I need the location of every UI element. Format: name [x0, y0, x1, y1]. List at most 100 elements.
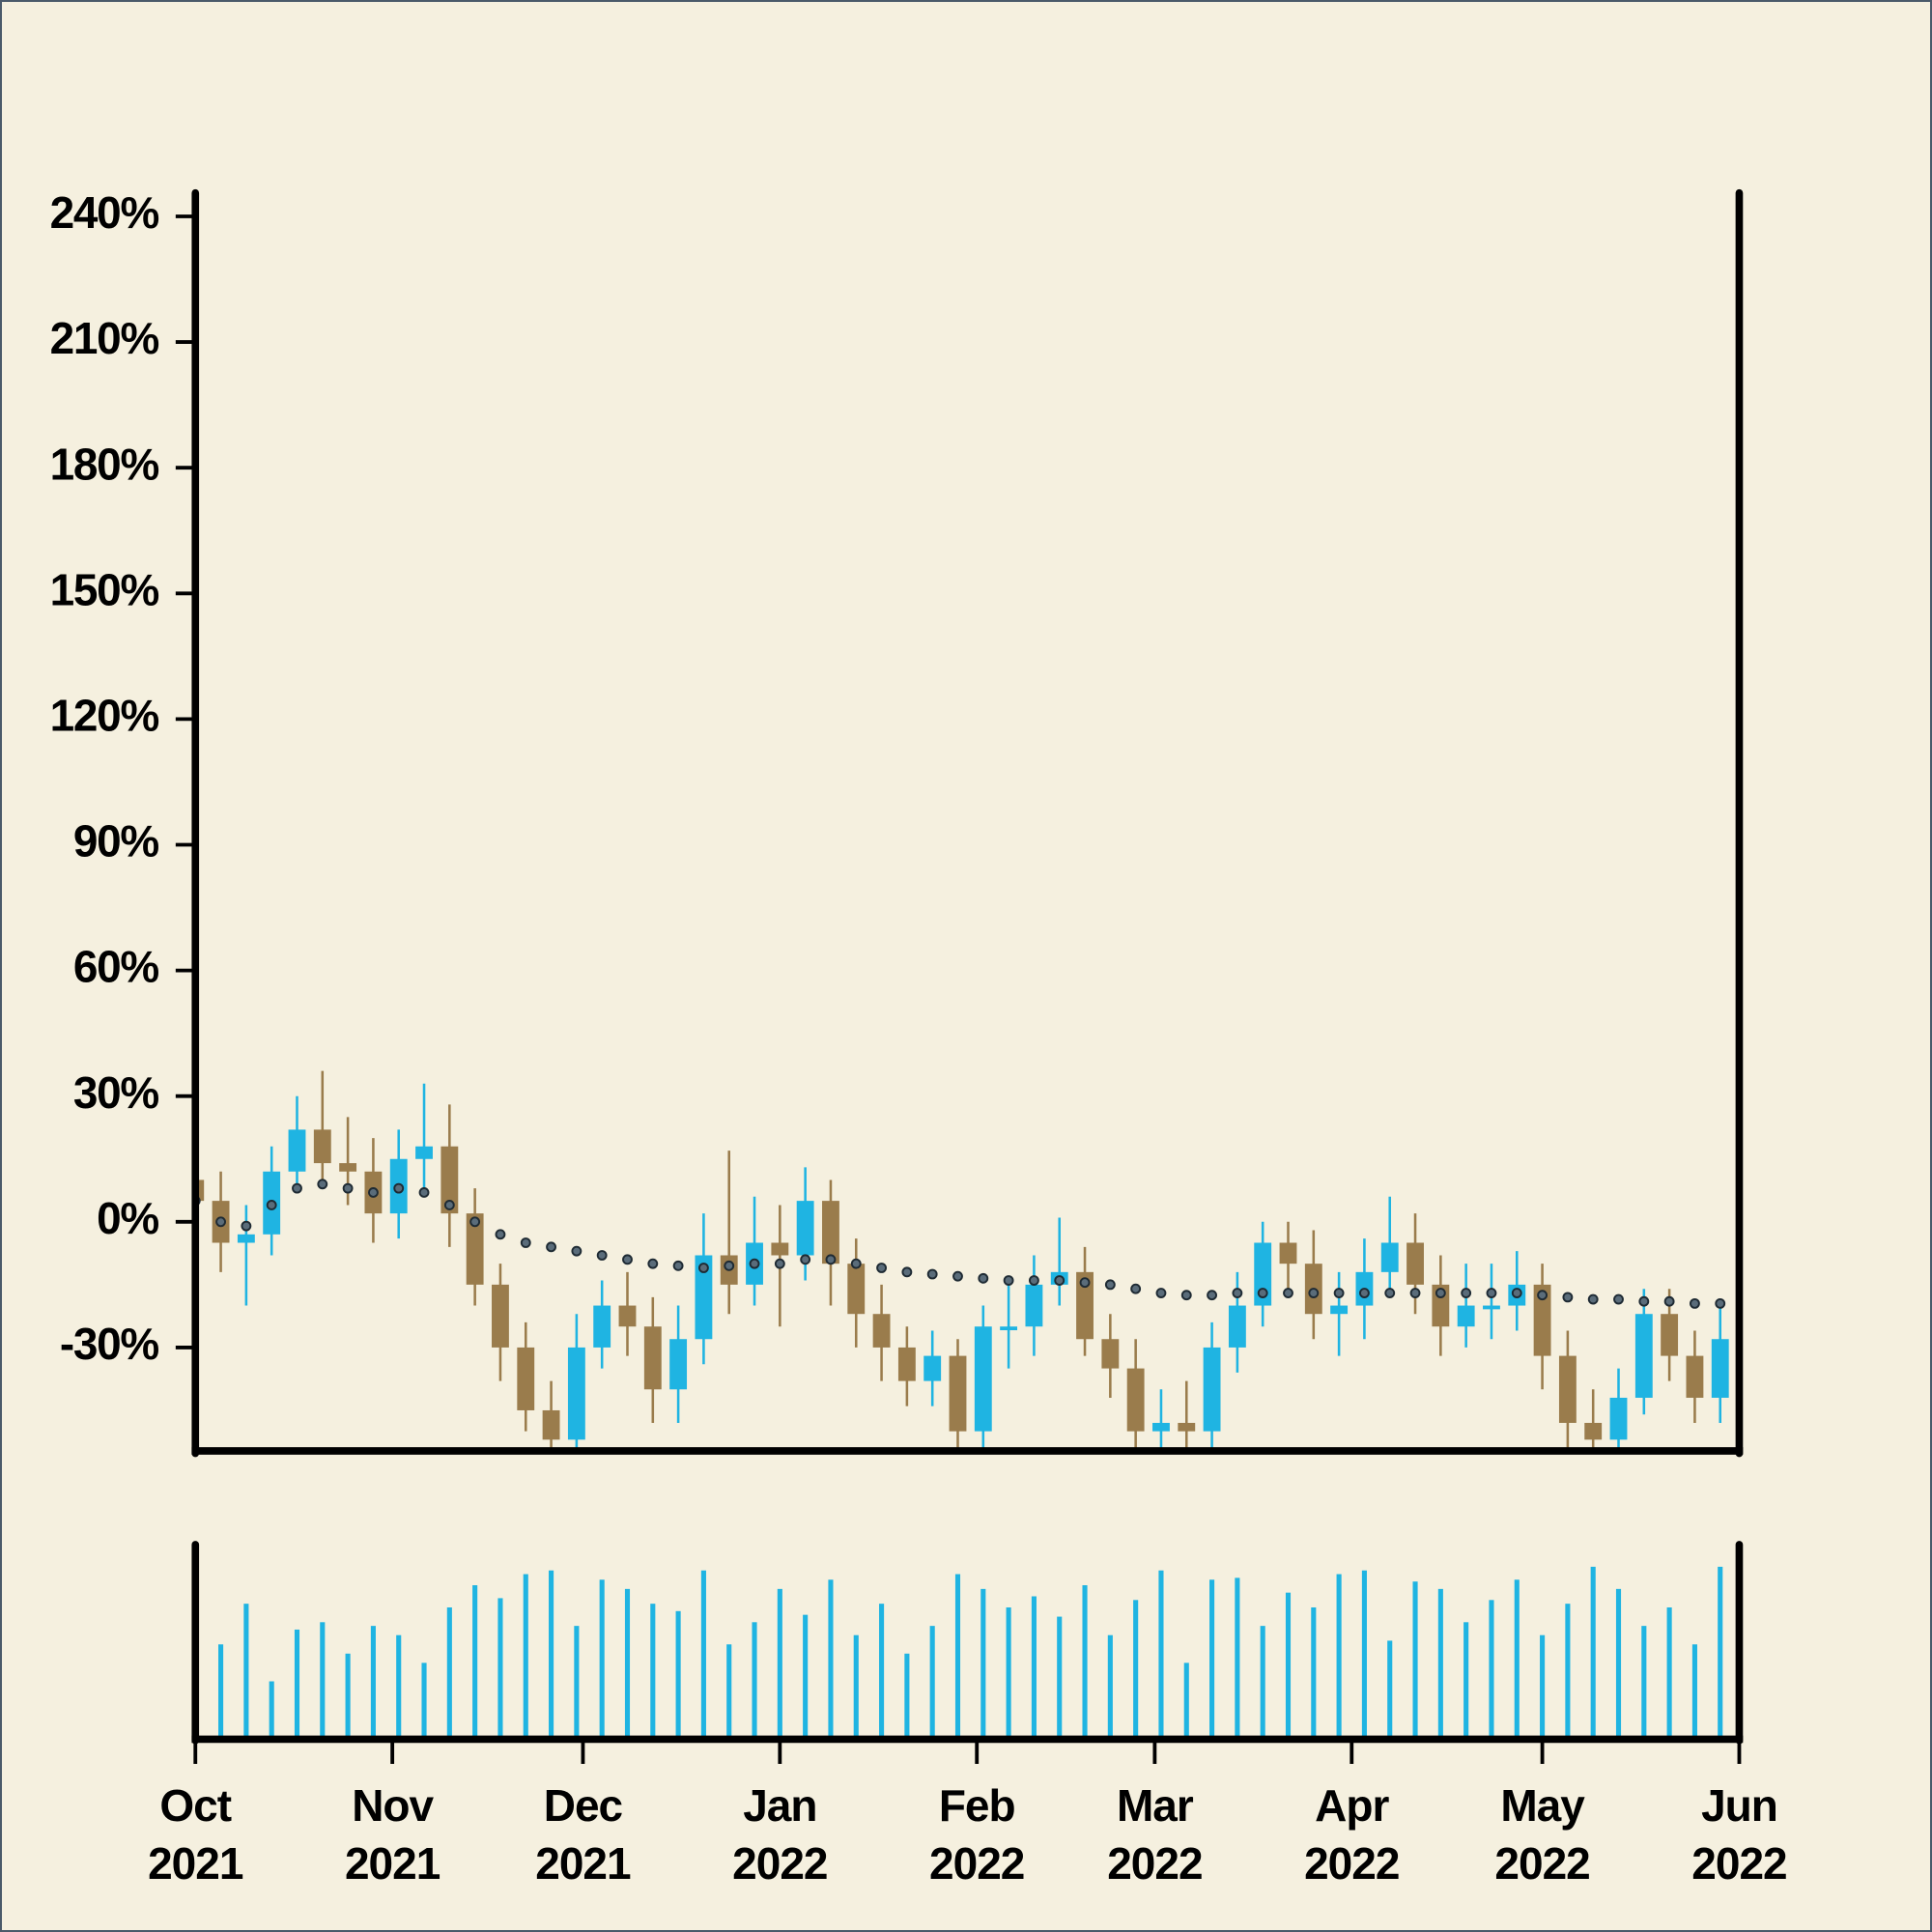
- y-tick-label: 240%: [50, 187, 159, 238]
- candle-body: [440, 1146, 459, 1214]
- candle-body: [949, 1355, 967, 1432]
- candle-body: [643, 1326, 662, 1390]
- volume-bar: [1311, 1606, 1317, 1737]
- moving-average-point: [1435, 1288, 1446, 1298]
- x-tick-label: Oct 2021: [148, 1779, 243, 1889]
- moving-average-point: [774, 1258, 785, 1269]
- volume-bar: [269, 1681, 274, 1737]
- candle-body: [1457, 1305, 1475, 1327]
- candle-body: [567, 1347, 585, 1440]
- moving-average-point: [1638, 1295, 1650, 1307]
- candle-body: [1076, 1271, 1094, 1340]
- candle-body: [847, 1264, 866, 1315]
- volume-bar: [1540, 1634, 1546, 1737]
- y-tick-label: 90%: [73, 816, 159, 867]
- candle-body: [1254, 1242, 1272, 1306]
- moving-average-point: [926, 1268, 938, 1280]
- y-tick-label: 180%: [50, 439, 159, 489]
- volume-bar: [599, 1579, 605, 1737]
- volume-bar: [1641, 1626, 1647, 1737]
- volume-bar: [243, 1604, 249, 1737]
- candle-body: [517, 1347, 535, 1410]
- x-tick-label: Feb 2022: [929, 1779, 1025, 1889]
- volume-bar: [1133, 1600, 1139, 1737]
- y-tick-label: 60%: [73, 942, 159, 992]
- moving-average-point: [1663, 1295, 1675, 1307]
- candle-body: [771, 1242, 789, 1256]
- y-tick-label: 0%: [97, 1193, 158, 1243]
- y-tick-label: 210%: [50, 313, 159, 363]
- moving-average-point: [469, 1216, 481, 1228]
- volume-bar: [218, 1644, 224, 1737]
- moving-average-point: [1511, 1288, 1522, 1298]
- volume-bar: [1514, 1579, 1520, 1737]
- candle-body: [796, 1201, 814, 1256]
- moving-average-point: [724, 1260, 735, 1271]
- moving-average-point: [1104, 1279, 1116, 1291]
- moving-average-point: [342, 1182, 354, 1194]
- moving-average-point: [292, 1182, 302, 1194]
- moving-average-point: [1690, 1297, 1700, 1309]
- candle-body: [923, 1355, 942, 1381]
- moving-average-point: [1715, 1297, 1726, 1309]
- volume-bar: [752, 1622, 757, 1737]
- moving-average-point: [393, 1182, 405, 1194]
- volume-bar: [777, 1588, 782, 1737]
- candle-body: [288, 1129, 306, 1172]
- volume-bar: [523, 1574, 528, 1737]
- moving-average-point: [697, 1263, 709, 1273]
- x-tick-label: Jan 2022: [732, 1779, 828, 1889]
- candle-body: [339, 1163, 357, 1172]
- candle-body: [1584, 1422, 1603, 1440]
- candle-body: [1380, 1242, 1399, 1272]
- candle-body: [1228, 1305, 1246, 1348]
- y-tick-label: 150%: [50, 564, 159, 614]
- candle-body: [1609, 1397, 1628, 1440]
- candle-body: [237, 1234, 255, 1243]
- moving-average-point: [876, 1263, 887, 1273]
- candle-body: [466, 1213, 484, 1285]
- volume-bar: [1565, 1604, 1571, 1737]
- candle-body: [1000, 1326, 1018, 1331]
- candle-body: [1558, 1355, 1577, 1423]
- moving-average-point: [1587, 1293, 1599, 1305]
- moving-average-point: [418, 1187, 430, 1198]
- moving-average-point: [1537, 1290, 1548, 1301]
- volume-bar: [675, 1610, 681, 1737]
- volume-bar: [345, 1653, 351, 1737]
- moving-average-point: [1308, 1288, 1320, 1298]
- moving-average-point: [1384, 1288, 1396, 1298]
- candle-body: [1483, 1305, 1500, 1310]
- candle-body: [1152, 1422, 1170, 1432]
- moving-average-point: [647, 1258, 659, 1269]
- candle-body: [1330, 1305, 1349, 1315]
- volume-bar: [370, 1626, 376, 1737]
- y-tick-label: -30%: [60, 1319, 159, 1369]
- moving-average-point: [952, 1270, 963, 1282]
- moving-average-point: [749, 1258, 760, 1269]
- volume-bar: [574, 1626, 580, 1737]
- moving-average-point: [443, 1200, 455, 1210]
- volume-bar: [1057, 1616, 1063, 1737]
- volume-bar: [853, 1634, 859, 1737]
- candle-body: [195, 1179, 205, 1202]
- moving-average-point: [901, 1266, 913, 1278]
- candle-body: [1533, 1284, 1551, 1356]
- moving-average-point: [317, 1179, 328, 1190]
- moving-average-point: [1486, 1288, 1497, 1298]
- volume-bar: [1691, 1644, 1697, 1737]
- moving-average-point: [1054, 1275, 1065, 1286]
- moving-average-point: [266, 1200, 277, 1210]
- candle-body: [1126, 1368, 1145, 1432]
- moving-average-point: [1207, 1290, 1217, 1301]
- volume-bar: [320, 1622, 326, 1737]
- volume-bar: [1718, 1566, 1723, 1737]
- volume-bar: [904, 1653, 910, 1737]
- moving-average-point: [1613, 1293, 1624, 1305]
- y-tick-label: 30%: [73, 1067, 159, 1118]
- candle-body: [542, 1409, 560, 1440]
- candle-body: [669, 1339, 688, 1390]
- axes: 240% 210% 180% 150% 120% 90% 60% 30% 0% -30%: [50, 187, 1744, 1764]
- moving-average-point: [1461, 1288, 1472, 1298]
- plot-area: [195, 1070, 1729, 1450]
